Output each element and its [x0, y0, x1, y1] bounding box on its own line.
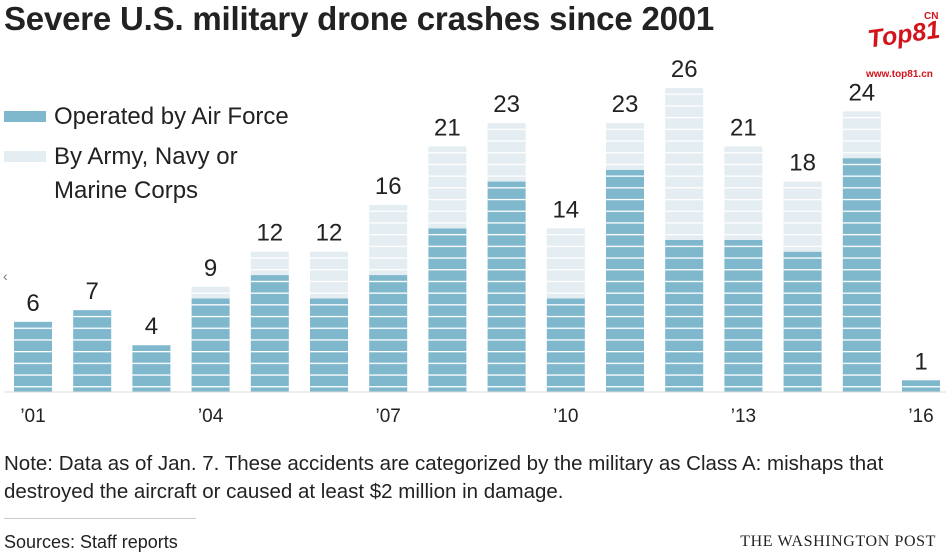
bar-stripes-operated-by-air-force-2016: [902, 380, 940, 392]
bar-stripes-operated-by-air-force-2010: [546, 298, 585, 392]
bar-stripes-operated-by-air-force-2015: [842, 158, 881, 392]
bar-stripes-operated-by-air-force-2012: [665, 240, 704, 392]
legend-swatch-army-navy-marines: [4, 151, 46, 162]
stacked-bar-chart: 6 7 4 9 12 12 16 21 23 14 23 26 21 18 24 1 ’01 ’04 ’07 ’10…: [4, 56, 946, 427]
source-line: Sources: Staff reports: [4, 532, 178, 552]
scroll-left-icon[interactable]: ‹: [3, 268, 8, 284]
bar-stripes-by-army-navy-or-marine-corps-2015: [842, 111, 881, 159]
bar-stripes-by-army-navy-or-marine-corps-2005: [250, 251, 289, 276]
x-tick-label-2001: ’01: [20, 406, 45, 427]
x-tick-label-2013: ’13: [731, 406, 756, 427]
bars-layer: [14, 88, 940, 392]
bar-stripes-by-army-navy-or-marine-corps-2013: [724, 146, 763, 240]
value-label-2001: 6: [26, 290, 39, 317]
legend-item-air-force: Operated by Air Force: [4, 100, 289, 134]
value-label-2009: 23: [493, 91, 520, 118]
legend-item-army-navy-marines: By Army, Navy or Marine Corps: [4, 140, 289, 208]
bar-stripes-operated-by-air-force-2004: [191, 298, 230, 392]
legend-label-air-force: Operated by Air Force: [54, 103, 289, 130]
chart-title: Severe U.S. military drone crashes since…: [4, 0, 715, 37]
bar-stripes-operated-by-air-force-2007: [369, 275, 408, 392]
top81-logo: CN Top81 www.top81.cn: [864, 4, 948, 80]
bar-stripes-operated-by-air-force-2013: [724, 240, 763, 392]
value-label-2010: 14: [552, 196, 579, 223]
bar-stripes-operated-by-air-force-2001: [14, 321, 52, 392]
value-label-2007: 16: [375, 173, 402, 200]
logo-url: www.top81.cn: [865, 69, 933, 80]
value-label-2014: 18: [789, 150, 816, 177]
value-label-2013: 21: [730, 114, 757, 141]
bar-stripes-operated-by-air-force-2009: [487, 181, 526, 392]
legend-swatch-air-force: [4, 111, 46, 122]
value-label-2012: 26: [671, 56, 698, 83]
legend: Operated by Air Force By Army, Navy or M…: [4, 100, 289, 214]
bar-stripes-by-army-navy-or-marine-corps-2007: [369, 204, 408, 276]
publisher-credit: THE WASHINGTON POST: [740, 533, 936, 550]
chart-note: Note: Data as of Jan. 7. These accidents…: [4, 452, 884, 503]
bar-stripes-by-army-navy-or-marine-corps-2011: [606, 123, 644, 170]
x-tick-labels-layer: ’01 ’04 ’07 ’10 ’13 ’16: [20, 406, 933, 427]
x-tick-label-2010: ’10: [553, 406, 578, 427]
value-label-2008: 21: [434, 114, 461, 141]
value-label-2016: 1: [914, 348, 927, 375]
bar-stripes-operated-by-air-force-2005: [250, 275, 289, 392]
divider: [4, 518, 196, 519]
value-label-2011: 23: [612, 91, 639, 118]
bar-stripes-by-army-navy-or-marine-corps-2014: [783, 181, 822, 252]
x-tick-label-2004: ’04: [198, 406, 224, 427]
value-label-2003: 4: [145, 313, 158, 340]
bar-stripes-by-army-navy-or-marine-corps-2008: [428, 146, 467, 229]
value-label-2004: 9: [204, 255, 217, 282]
bar-stripes-operated-by-air-force-2011: [606, 169, 644, 392]
bar-stripes-by-army-navy-or-marine-corps-2006: [310, 251, 348, 299]
bar-stripes-operated-by-air-force-2008: [428, 228, 467, 392]
bar-stripes-operated-by-air-force-2014: [783, 251, 822, 392]
legend-label-army-navy-marines: By Army, Navy or Marine Corps: [54, 143, 238, 204]
bar-stripes-by-army-navy-or-marine-corps-2004: [191, 286, 230, 299]
bar-stripes-operated-by-air-force-2006: [310, 298, 348, 392]
bar-stripes-by-army-navy-or-marine-corps-2012: [665, 88, 704, 240]
bar-stripes-by-army-navy-or-marine-corps-2009: [487, 123, 526, 182]
bar-stripes-operated-by-air-force-2003: [132, 345, 171, 392]
value-label-2005: 12: [256, 220, 283, 247]
value-label-2015: 24: [848, 79, 875, 106]
value-labels-layer: 6 7 4 9 12 12 16 21 23 14 23 26 21 18 24 1: [26, 56, 927, 375]
logo-superscript: CN: [924, 11, 938, 22]
value-label-2002: 7: [86, 278, 99, 305]
x-tick-label-2016: ’16: [908, 406, 933, 427]
value-label-2006: 12: [316, 220, 343, 247]
x-tick-label-2007: ’07: [376, 406, 401, 427]
bar-stripes-operated-by-air-force-2002: [73, 310, 112, 392]
bar-stripes-by-army-navy-or-marine-corps-2010: [546, 228, 585, 299]
